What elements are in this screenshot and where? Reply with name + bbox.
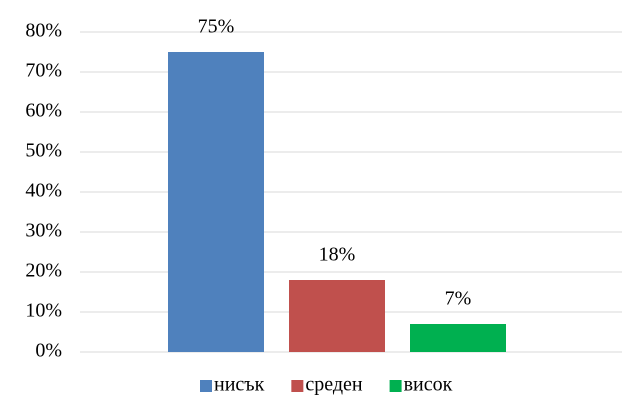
bar [168, 52, 264, 352]
y-tick-label: 80% [25, 20, 62, 42]
y-tick-label: 70% [25, 60, 62, 82]
bar [289, 280, 385, 352]
y-tick-label: 50% [25, 140, 62, 162]
legend-swatch [389, 380, 402, 392]
data-label: 18% [319, 244, 356, 266]
legend-label: висок [404, 374, 453, 396]
y-tick-label: 10% [25, 300, 62, 322]
y-tick-label: 60% [25, 100, 62, 122]
data-label: 75% [198, 16, 235, 38]
legend-label: нисък [214, 374, 265, 396]
y-tick-label: 40% [25, 180, 62, 202]
data-label: 7% [445, 288, 472, 310]
y-tick-label: 20% [25, 260, 62, 282]
legend-swatch [200, 380, 212, 392]
legend-swatch [291, 380, 304, 392]
y-tick-label: 0% [35, 340, 62, 362]
legend-label: среден [305, 374, 363, 396]
bar [410, 324, 506, 352]
y-tick-label: 30% [25, 220, 62, 242]
